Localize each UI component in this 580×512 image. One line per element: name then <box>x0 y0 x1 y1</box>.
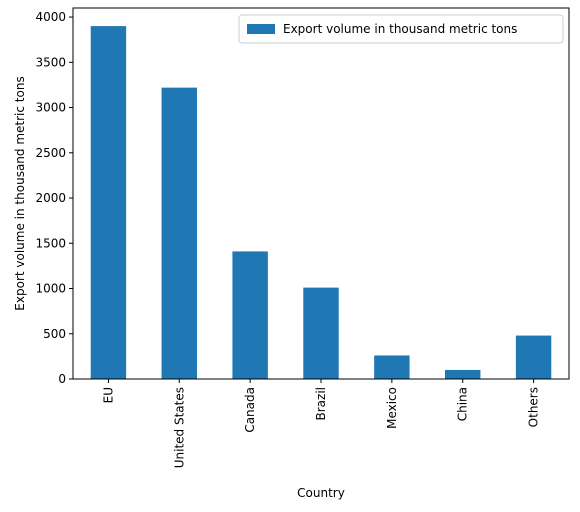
bar-mexico <box>374 355 410 379</box>
bar-canada <box>232 251 268 379</box>
y-tick-label: 1000 <box>35 282 66 296</box>
y-tick-label: 3500 <box>35 55 66 69</box>
legend: Export volume in thousand metric tons <box>238 14 564 44</box>
y-tick-label: 500 <box>43 327 66 341</box>
legend-label: Export volume in thousand metric tons <box>283 22 517 36</box>
x-tick-label: Mexico <box>385 387 399 429</box>
legend-swatch <box>247 24 275 34</box>
y-tick-label: 1500 <box>35 236 66 250</box>
y-axis-title: Export volume in thousand metric tons <box>13 76 27 310</box>
legend-box <box>238 14 564 44</box>
x-tick-label: United States <box>172 387 186 468</box>
x-axis: EU United States Canada Brazil Mexico China Ot… <box>101 379 541 468</box>
bar-eu <box>90 26 127 379</box>
y-tick-label: 2500 <box>35 146 66 160</box>
x-tick-label: EU <box>101 387 115 403</box>
x-tick-label: China <box>456 387 470 421</box>
bar-brazil <box>303 287 339 379</box>
bars-layer <box>90 26 552 379</box>
y-tick-label: 0 <box>58 372 66 386</box>
y-tick-label: 4000 <box>35 10 66 24</box>
bar-china <box>445 369 481 379</box>
x-tick-label: Canada <box>243 387 257 433</box>
x-tick-label: Others <box>527 387 541 427</box>
y-tick-label: 2000 <box>35 191 66 205</box>
x-tick-label: Brazil <box>314 387 328 421</box>
plot-frame <box>72 7 570 380</box>
y-axis: 0 500 1000 1500 2000 2500 3000 3500 4000 <box>35 10 73 386</box>
bar-others <box>515 335 552 379</box>
y-tick-label: 3000 <box>35 101 66 115</box>
bar-united-states <box>161 87 197 379</box>
x-axis-title: Country <box>297 486 345 500</box>
